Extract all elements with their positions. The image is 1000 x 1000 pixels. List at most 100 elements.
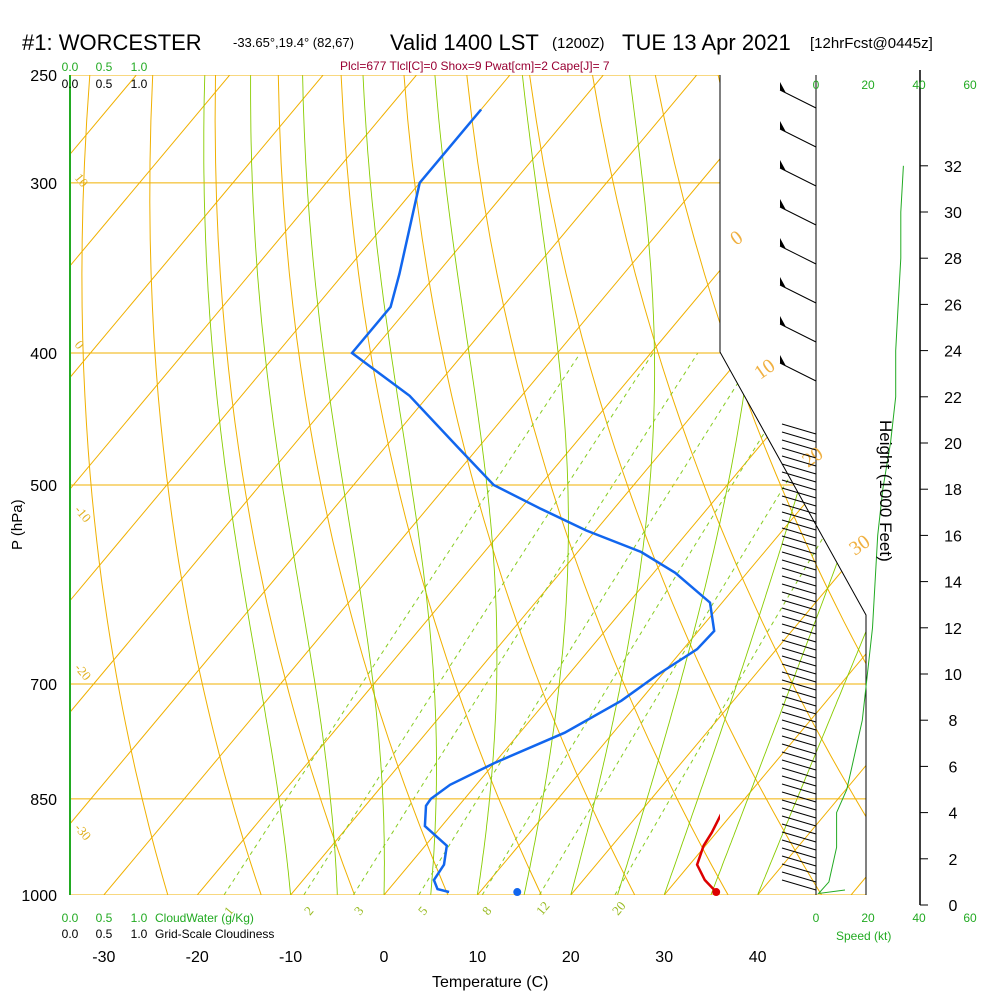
height-tick-label: 30 [944,205,962,222]
temperature-tick-label: 30 [655,949,673,966]
wind-barb [781,855,817,867]
wind-barb [781,599,817,611]
wind-barb [781,743,817,755]
stability-parameters: Plcl=677 Tlcl[C]=0 Shox=9 Pwat[cm]=2 Cap… [340,59,610,73]
dry-adiabat-line [645,75,866,895]
wind-barb [781,687,817,699]
height-tick-label: 6 [949,759,958,776]
pressure-tick-label: 250 [30,68,57,85]
cloudwater-scale-label: 1.0 [131,60,148,74]
height-tick-label: 24 [944,344,962,361]
dry-adiabat-line [523,75,840,895]
wind-barb [781,447,817,459]
height-tick-label: 14 [944,575,962,592]
wind-barb [781,463,817,475]
wind-barb [781,423,817,435]
wind-barb [781,543,817,555]
wind-barb-flag [780,199,786,210]
isotherm-line [546,75,866,895]
cloud-scale-bottom: 0.0 0.0 0.5 0.5 1.0 1.0 [62,911,148,941]
dry-adiabat-label: -20 [72,660,95,683]
wind-barb [781,831,817,843]
wind-barb [781,567,817,579]
isotherm-line [70,75,179,895]
wind-barb-flag [780,238,786,249]
pressure-axis: 250 300 400 500 700 850 1000 [21,68,57,905]
mixing-ratio-label: 8 [479,903,495,918]
wind-barb [781,751,817,763]
mixing-ratio-label: 2 [301,903,317,918]
background-grid [70,75,866,895]
isotherm-line [70,75,272,895]
mixing-ratio-line [418,352,758,895]
temperature-axis: -30 -20 -10 0 10 20 30 40 [92,949,766,966]
wind-barb-flag [780,82,786,93]
isotherm-line [639,75,866,895]
isotherm-line [266,75,866,895]
wind-barb [781,823,817,835]
wind-barb [781,695,817,707]
wind-barb-flag [780,121,786,132]
wind-barb [781,655,817,667]
wind-barb [781,487,817,499]
height-tick-label: 18 [944,482,962,499]
mixing-ratio-label: 5 [415,903,431,918]
moist-adiabat-line [710,75,866,895]
wind-barb-flag [780,316,786,327]
isotherm-line [826,75,866,895]
dry-adiabat-label: -30 [72,820,95,843]
mixing-ratio-line [538,352,866,895]
wind-speed-tick-label: 20 [861,78,875,92]
forecast-date: TUE 13 Apr 2021 [622,30,791,55]
wind-barb [781,815,817,827]
height-tick-label: 8 [949,713,958,730]
wind-barb-flag [780,160,786,171]
cloudiness-scale-label: 0.0 [62,927,79,941]
wind-barb [781,879,817,891]
wind-barb [781,735,817,747]
moist-adiabat-line [757,75,866,895]
wind-speed-scale-bottom: 0 20 40 60 [813,911,977,925]
dry-adiabat-line [277,75,462,895]
dry-adiabat-label: -10 [72,502,95,525]
wind-barb [781,471,817,483]
cloudwater-scale-label: 0.0 [62,911,79,925]
height-tick-label: 22 [944,390,962,407]
wind-barb [781,615,817,627]
pressure-tick-label: 500 [30,478,57,495]
moist-adiabat-line [203,75,292,895]
wind-barb [781,551,817,563]
wind-barb [781,479,817,491]
isotherm-line [70,75,85,895]
cloudiness-label: Grid-Scale Cloudiness [155,927,274,941]
wind-barb [781,439,817,451]
moist-adiabat-line [519,75,569,895]
height-tick-label: 26 [944,297,962,314]
dry-adiabat-line [461,75,746,895]
cloudwater-scale-label: 0.0 [62,60,79,74]
mixing-ratio-label: 12 [533,898,553,918]
isotherm-label: 0 [726,226,747,250]
height-tick-label: 4 [949,806,958,823]
wind-barb [781,679,817,691]
moist-adiabat-line [301,75,385,895]
height-wind-profile [817,165,904,895]
isotherm-line [359,75,866,895]
wind-barb [781,455,817,467]
moist-adiabat-line [432,75,498,895]
height-tick-label: 20 [944,436,962,453]
isotherm-label: 10 [750,355,779,384]
dry-adiabat-label: 10 [72,170,92,190]
height-tick-label: 28 [944,251,962,268]
isotherm-line [733,75,866,895]
wind-barb [781,671,817,683]
wind-barb-flag [780,277,786,288]
wind-barb [781,663,817,675]
wind-barb [781,703,817,715]
isotherm-line [172,75,866,895]
wind-speed-scale-top: 0 20 40 60 [813,78,977,92]
wind-barb [781,727,817,739]
wind-speed-tick-label: 40 [912,78,926,92]
